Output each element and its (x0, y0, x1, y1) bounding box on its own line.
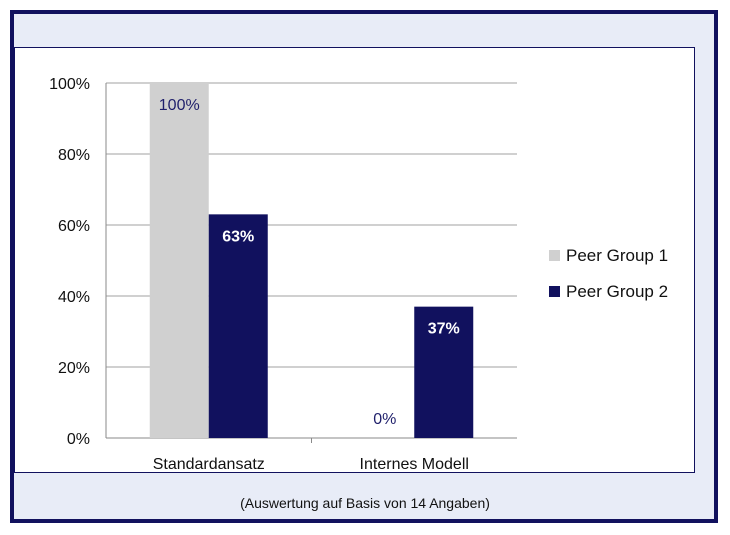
y-tick-label: 40% (58, 289, 90, 306)
bar (208, 214, 268, 438)
legend-swatch (549, 286, 560, 297)
data-label: 63% (222, 228, 254, 245)
y-tick-label: 80% (58, 147, 90, 164)
x-tick-label: Internes Modell (360, 456, 469, 473)
legend-label: Peer Group 2 (566, 282, 668, 301)
y-tick-label: 20% (58, 360, 90, 377)
data-label: 37% (428, 321, 460, 338)
bar (149, 83, 209, 438)
y-tick-label: 0% (67, 431, 90, 448)
y-tick-label: 100% (49, 76, 90, 93)
bar (414, 306, 474, 438)
legend-label: Peer Group 1 (566, 246, 668, 265)
data-label: 0% (373, 411, 396, 428)
legend-swatch (549, 250, 560, 261)
x-tick-label: Standardansatz (153, 456, 265, 473)
plot-area (14, 47, 695, 473)
data-label: 100% (159, 97, 200, 114)
chart-footnote: (Auswertung auf Basis von 14 Angaben) (240, 495, 490, 511)
y-tick-label: 60% (58, 218, 90, 235)
